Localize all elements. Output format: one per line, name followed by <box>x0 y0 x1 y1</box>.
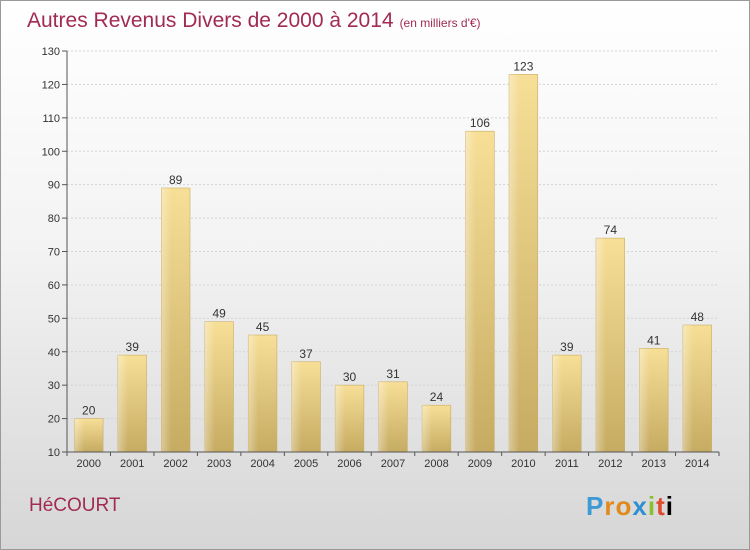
bar-value-label: 20 <box>82 404 96 418</box>
y-tick-label: 20 <box>48 414 60 426</box>
bar-highlight <box>465 131 476 452</box>
x-tick-label: 2008 <box>424 458 448 470</box>
x-tick-label: 2012 <box>598 458 622 470</box>
bar-value-label: 39 <box>126 340 140 354</box>
bar-value-label: 89 <box>169 173 183 187</box>
bar-highlight <box>291 361 302 452</box>
bar-value-label: 48 <box>691 310 705 324</box>
commune-name: HéCOURT <box>29 495 121 516</box>
bar-highlight <box>552 355 563 452</box>
bar-highlight <box>378 381 389 452</box>
y-tick-label: 130 <box>42 46 60 58</box>
bar-highlight <box>595 238 607 452</box>
bar-highlight <box>335 385 346 452</box>
logo-letter: t <box>656 491 666 521</box>
x-tick-label: 2005 <box>294 458 318 470</box>
bar-highlight <box>682 325 693 452</box>
y-tick-label: 100 <box>42 146 60 158</box>
bar-value-label: 24 <box>430 390 444 404</box>
bar-highlight <box>74 418 85 452</box>
x-tick-label: 2013 <box>642 458 666 470</box>
bar-highlight <box>422 405 433 452</box>
x-tick-label: 2004 <box>250 458 274 470</box>
chart-title: Autres Revenus Divers de 2000 à 2014 (en … <box>27 9 481 33</box>
x-tick-label: 2007 <box>381 458 405 470</box>
y-axis: 10 20 30 40 50 60 70 80 90 100 110 120 130 <box>42 46 68 459</box>
x-axis: 2000 2001 2002 2003 2004 2005 2006 2007 2008 2009… <box>66 451 720 470</box>
bar-value-label: 39 <box>560 340 574 354</box>
y-tick-label: 60 <box>48 280 60 292</box>
bar-value-label: 49 <box>212 307 226 321</box>
bar-highlight <box>204 321 215 452</box>
bars: 20 39 89 49 45 37 30 31 24 106 123 39 74 41 48 <box>74 59 712 453</box>
bar-value-label: 123 <box>513 59 533 73</box>
logo-letter: P <box>586 491 605 521</box>
bar-highlight <box>248 335 259 452</box>
logo-letter: r <box>604 491 616 521</box>
x-tick-label: 2014 <box>685 458 709 470</box>
x-tick-label: 2010 <box>511 458 535 470</box>
y-tick-label: 80 <box>48 213 60 225</box>
y-tick-label: 10 <box>48 447 60 459</box>
logo-letter: i <box>665 491 674 521</box>
bar-highlight <box>117 355 128 452</box>
y-tick-label: 110 <box>42 113 60 125</box>
bar-value-label: 30 <box>343 370 357 384</box>
x-tick-label: 2000 <box>76 458 100 470</box>
bar-value-label: 31 <box>386 367 400 381</box>
bar-value-label: 74 <box>604 223 618 237</box>
proxiti-logo: Proxiti <box>586 491 674 522</box>
bar-value-label: 41 <box>647 333 661 347</box>
bar-highlight <box>161 188 172 452</box>
logo-letter: x <box>632 491 648 521</box>
bar-value-label: 106 <box>470 116 490 130</box>
logo-letter: o <box>615 491 633 521</box>
bar-highlight <box>639 348 650 452</box>
y-tick-label: 40 <box>48 347 60 359</box>
chart-title-text: Autres Revenus Divers de 2000 à 2014 <box>27 9 394 32</box>
bar-value-label: 37 <box>299 347 313 361</box>
x-tick-label: 2011 <box>555 458 579 470</box>
x-tick-label: 2003 <box>207 458 231 470</box>
x-tick-label: 2002 <box>163 458 187 470</box>
y-tick-label: 90 <box>48 180 60 192</box>
x-tick-label: 2006 <box>337 458 361 470</box>
x-tick-label: 2009 <box>468 458 492 470</box>
y-tick-label: 30 <box>48 380 60 392</box>
chart-subtitle: (en milliers d'€) <box>399 16 481 30</box>
logo-letter: i <box>647 491 657 521</box>
bar-highlight <box>509 74 520 453</box>
y-tick-label: 120 <box>42 79 60 91</box>
y-tick-label: 70 <box>48 247 60 259</box>
y-tick-label: 50 <box>48 313 60 325</box>
x-tick-label: 2001 <box>120 458 144 470</box>
bar-value-label: 45 <box>256 320 270 334</box>
